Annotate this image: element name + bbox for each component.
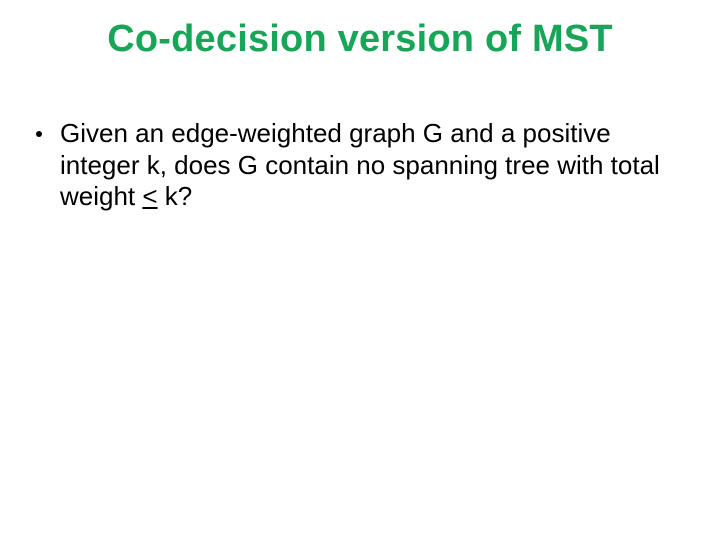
bullet-text-post: k? xyxy=(158,181,193,211)
slide: Co-decision version of MST Given an edge… xyxy=(0,0,720,540)
slide-body: Given an edge-weighted graph G and a pos… xyxy=(36,118,660,213)
slide-title: Co-decision version of MST xyxy=(0,18,720,61)
bullet-dot-icon xyxy=(36,131,42,137)
bullet-text: Given an edge-weighted graph G and a pos… xyxy=(60,118,660,213)
bullet-item: Given an edge-weighted graph G and a pos… xyxy=(36,118,660,213)
bullet-text-underlined: < xyxy=(142,181,157,211)
